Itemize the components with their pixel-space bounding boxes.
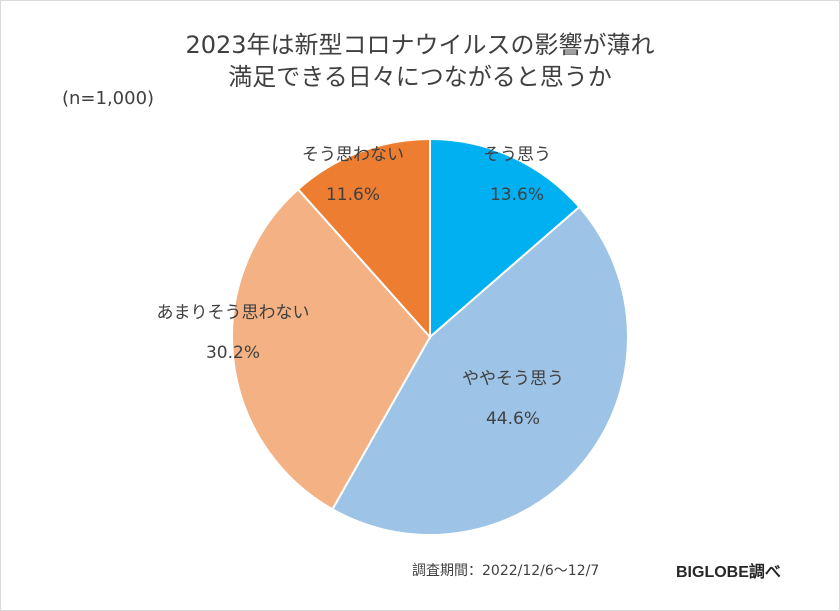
pie-slice-1: [331, 205, 629, 536]
slice-category-label: そう思う: [483, 145, 551, 165]
slice-value-label: 13.6%: [490, 185, 544, 205]
pie-slice-2: [231, 187, 432, 511]
chart-title-line-2: 満足できる日々につながると思うか: [228, 63, 612, 91]
pie-slice-0: [429, 137, 581, 340]
slice-value-label: 30.2%: [206, 343, 260, 363]
slice-category-label: そう思わない: [302, 145, 404, 165]
slice-value-label: 44.6%: [486, 409, 540, 429]
slice-category-label: あまりそう思わない: [157, 303, 310, 323]
chart-title-line-1: 2023年は新型コロナウイルスの影響が薄れ: [185, 31, 655, 59]
pie-slices: [231, 137, 629, 536]
slice-value-label: 11.6%: [326, 185, 380, 205]
pie-slice-3: [296, 137, 431, 340]
slice-category-label: ややそう思う: [462, 369, 564, 389]
source-credit: BIGLOBE調べ: [676, 564, 781, 581]
pie-labels: そう思う 13.6% ややそう思う 44.6% あまりそう思わない 30.2% そう思わない…: [157, 145, 565, 429]
survey-period: 調査期間：2022/12/6～12/7: [412, 563, 600, 579]
sample-size-note: (n=1,000): [62, 88, 155, 109]
